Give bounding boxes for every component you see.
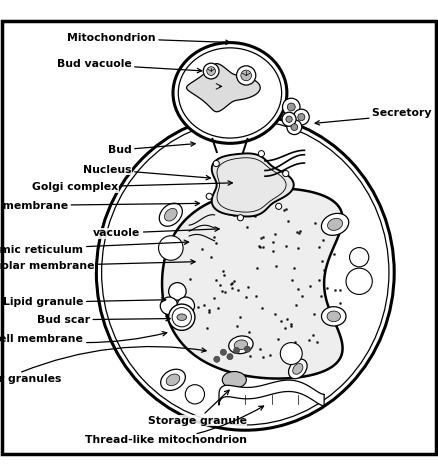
Text: Endoplasmic reticulum: Endoplasmic reticulum bbox=[0, 240, 188, 255]
Polygon shape bbox=[187, 64, 260, 112]
Polygon shape bbox=[219, 380, 324, 406]
Ellipse shape bbox=[165, 209, 177, 221]
Text: Vacuolar membrane: Vacuolar membrane bbox=[0, 260, 195, 271]
Circle shape bbox=[298, 114, 305, 121]
Circle shape bbox=[237, 215, 244, 221]
Ellipse shape bbox=[161, 369, 185, 390]
Ellipse shape bbox=[327, 311, 340, 322]
Text: Secretory vesicles: Secretory vesicles bbox=[315, 108, 438, 125]
Circle shape bbox=[346, 268, 372, 294]
Circle shape bbox=[233, 347, 240, 353]
Circle shape bbox=[159, 236, 183, 260]
Circle shape bbox=[169, 304, 195, 330]
Circle shape bbox=[291, 124, 298, 131]
Circle shape bbox=[207, 66, 215, 76]
Circle shape bbox=[169, 283, 186, 300]
Text: Vacuolar granules: Vacuolar granules bbox=[0, 347, 206, 383]
Text: Bud scar: Bud scar bbox=[37, 315, 170, 325]
Text: vacuole: vacuole bbox=[93, 227, 219, 238]
Circle shape bbox=[282, 112, 296, 126]
Circle shape bbox=[160, 297, 178, 314]
Circle shape bbox=[214, 356, 220, 362]
Circle shape bbox=[350, 247, 369, 267]
Circle shape bbox=[283, 171, 289, 177]
Circle shape bbox=[280, 342, 302, 364]
Circle shape bbox=[244, 346, 251, 352]
Circle shape bbox=[213, 161, 219, 167]
Ellipse shape bbox=[289, 359, 307, 379]
Circle shape bbox=[177, 297, 194, 314]
Ellipse shape bbox=[321, 307, 346, 326]
Circle shape bbox=[283, 98, 300, 116]
Circle shape bbox=[241, 70, 251, 81]
Ellipse shape bbox=[166, 374, 180, 386]
Polygon shape bbox=[162, 189, 343, 379]
Ellipse shape bbox=[229, 336, 253, 354]
Circle shape bbox=[287, 120, 302, 134]
Circle shape bbox=[286, 116, 292, 123]
Text: Thread-like mitochondrion: Thread-like mitochondrion bbox=[85, 406, 264, 445]
Ellipse shape bbox=[223, 371, 246, 388]
Circle shape bbox=[293, 109, 309, 125]
Ellipse shape bbox=[159, 203, 182, 226]
Text: Bud: Bud bbox=[108, 142, 195, 155]
Ellipse shape bbox=[234, 340, 247, 350]
Circle shape bbox=[203, 63, 219, 79]
Text: Cell membrane: Cell membrane bbox=[0, 332, 167, 344]
Circle shape bbox=[220, 349, 226, 355]
Ellipse shape bbox=[328, 218, 343, 230]
Circle shape bbox=[237, 66, 256, 85]
Text: Nucleus: Nucleus bbox=[83, 165, 211, 180]
Circle shape bbox=[276, 203, 282, 209]
Text: Lipid granule: Lipid granule bbox=[3, 297, 166, 307]
Text: Storage granule: Storage granule bbox=[148, 390, 247, 426]
Text: Mitochondrion: Mitochondrion bbox=[67, 33, 230, 45]
Ellipse shape bbox=[96, 115, 394, 430]
Ellipse shape bbox=[177, 314, 187, 321]
Text: Pore in nuclear membrane: Pore in nuclear membrane bbox=[0, 201, 199, 211]
Ellipse shape bbox=[293, 363, 303, 374]
Text: Golgi complex: Golgi complex bbox=[32, 181, 232, 192]
Circle shape bbox=[185, 385, 205, 404]
Polygon shape bbox=[212, 153, 294, 217]
Circle shape bbox=[287, 103, 295, 111]
Circle shape bbox=[206, 193, 212, 200]
Circle shape bbox=[258, 151, 265, 157]
Text: Bud vacuole: Bud vacuole bbox=[57, 59, 201, 73]
Circle shape bbox=[227, 353, 233, 360]
Ellipse shape bbox=[173, 43, 287, 143]
Ellipse shape bbox=[321, 213, 349, 235]
